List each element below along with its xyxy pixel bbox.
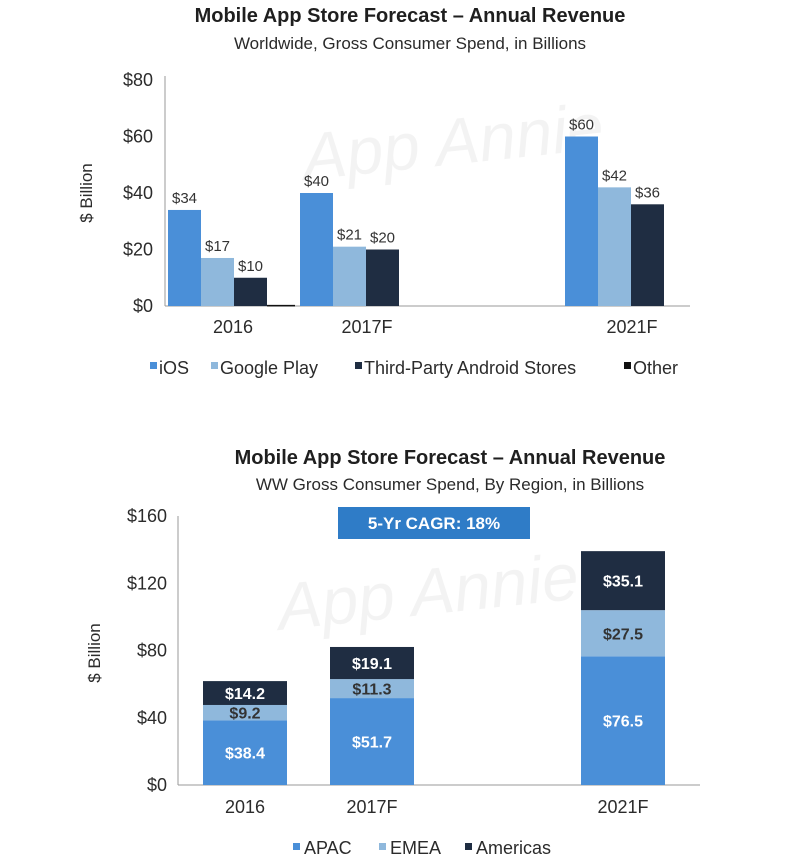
cagr-badge-text: 5-Yr CAGR: 18%	[368, 514, 500, 533]
chart-2-y-tick-label: $120	[127, 573, 167, 593]
bar-other-2016	[267, 304, 295, 307]
bar-third-party-android-stores-2017f	[366, 249, 399, 306]
chart-1-y-tick-label: $40	[123, 183, 153, 203]
chart-2-x-tick-label: 2021F	[597, 797, 648, 817]
chart-2-y-tick-label: $0	[147, 775, 167, 795]
chart-1: Mobile App Store Forecast – Annual Reven…	[77, 5, 690, 378]
chart-2-x-ticks: 2016 2017F 2021F	[225, 797, 649, 817]
chart-1-x-tick-label: 2021F	[606, 317, 657, 337]
chart-1-x-tick-label: 2016	[213, 317, 253, 337]
bar-google-play-2021f	[598, 187, 631, 306]
chart-1-x-tick-label: 2017F	[341, 317, 392, 337]
bar-apac-2016	[203, 720, 287, 785]
legend-item-ios: iOS	[150, 358, 189, 378]
data-label-apac-2016: $38.4	[225, 746, 265, 763]
legend-item-americas: Americas	[465, 838, 551, 858]
data-label-ios-2021f: $60	[569, 117, 594, 134]
chart-1-y-ticks: $0 $20 $40 $60 $80	[123, 70, 153, 316]
legend-swatch	[465, 843, 472, 850]
data-label-google-play-2017f: $21	[337, 227, 362, 244]
legend-label: Google Play	[220, 358, 318, 378]
bar-americas-2016	[203, 681, 287, 705]
chart-1-x-ticks: 2016 2017F 2021F	[213, 317, 658, 337]
chart-1-y-tick-label: $60	[123, 127, 153, 147]
bar-ios-2016	[168, 209, 201, 306]
legend-swatch	[150, 362, 157, 369]
chart-2-y-ticks: $0 $40 $80 $120 $160	[127, 506, 167, 795]
chart-2-subtitle: WW Gross Consumer Spend, By Region, in B…	[256, 475, 644, 494]
bar-ios-2021f	[565, 136, 598, 306]
bar-americas-2021f	[581, 551, 665, 611]
legend-label: Third-Party Android Stores	[364, 358, 576, 378]
bar-ios-2017f	[300, 193, 333, 306]
legend-label: Americas	[476, 838, 551, 858]
legend-swatch	[293, 843, 300, 850]
legend-swatch	[355, 362, 362, 369]
legend-item-apac: APAC	[293, 838, 352, 858]
legend-label: Other	[633, 358, 678, 378]
chart-2-x-tick-label: 2016	[225, 797, 265, 817]
chart-1-subtitle: Worldwide, Gross Consumer Spend, in Bill…	[234, 34, 586, 53]
legend-item-emea: EMEA	[379, 838, 441, 858]
bar-emea-2016	[203, 704, 287, 721]
bar-google-play-2016	[201, 257, 234, 306]
bar-emea-2021f	[581, 610, 665, 657]
data-label-third-party-android-stores-2016: $10	[238, 258, 263, 275]
chart-2-title: Mobile App Store Forecast – Annual Reven…	[235, 447, 666, 469]
legend-item-other: Other	[624, 358, 678, 378]
bar-americas-2017f	[330, 646, 414, 680]
legend-label: EMEA	[390, 838, 441, 858]
chart-2-y-tick-label: $80	[137, 641, 167, 661]
chart-1-y-axis-label: $ Billion	[77, 163, 96, 223]
chart-2-y-tick-label: $160	[127, 506, 167, 526]
chart-1-bars	[168, 136, 664, 307]
chart-2-y-tick-label: $40	[137, 708, 167, 728]
legend-swatch	[211, 362, 218, 369]
data-label-americas-2016: $14.2	[225, 686, 265, 703]
data-label-americas-2021f: $35.1	[603, 574, 643, 591]
bar-third-party-android-stores-2016	[234, 277, 267, 306]
data-label-ios-2017f: $40	[304, 173, 329, 190]
chart-1-y-tick-label: $0	[133, 296, 153, 316]
legend-label: iOS	[159, 358, 189, 378]
chart-1-watermark: App Annie	[295, 89, 607, 195]
legend-swatch	[624, 362, 631, 369]
chart-2-watermark: App Annie	[270, 539, 582, 645]
chart-2-bars	[203, 551, 665, 785]
chart-2-data-labels: $38.4 $9.2 $14.2 $51.7 $11.3 $19.1 $76.5 $27.5 $…	[225, 574, 643, 763]
data-label-emea-2016: $9.2	[229, 706, 260, 723]
data-label-third-party-android-stores-2021f: $36	[635, 184, 660, 201]
data-label-americas-2017f: $19.1	[352, 656, 392, 673]
cagr-badge-background	[338, 507, 530, 539]
bar-google-play-2017f	[333, 246, 366, 306]
chart-1-y-tick-label: $80	[123, 70, 153, 90]
data-label-third-party-android-stores-2017f: $20	[370, 230, 395, 247]
bar-third-party-android-stores-2021f	[631, 204, 664, 306]
data-label-ios-2016: $34	[172, 190, 197, 207]
chart-1-legend: iOS Google Play Third-Party Android Stores…	[150, 358, 678, 378]
chart-2: Mobile App Store Forecast – Annual Reven…	[85, 447, 700, 858]
chart-1-title: Mobile App Store Forecast – Annual Reven…	[195, 5, 626, 27]
chart-2-x-tick-label: 2017F	[346, 797, 397, 817]
legend-item-google-play: Google Play	[211, 358, 318, 378]
bar-apac-2021f	[581, 656, 665, 785]
bar-emea-2017f	[330, 679, 414, 699]
legend-item-third-party-android-stores: Third-Party Android Stores	[355, 358, 576, 378]
chart-1-data-labels: $34 $17 $10 $40 $21 $20 $60 $42 $36	[172, 117, 660, 275]
data-label-google-play-2021f: $42	[602, 167, 627, 184]
data-label-apac-2017f: $51.7	[352, 735, 392, 752]
bar-apac-2017f	[330, 698, 414, 785]
chart-2-legend: APAC EMEA Americas	[293, 838, 551, 858]
data-label-apac-2021f: $76.5	[603, 714, 643, 731]
chart-1-y-tick-label: $20	[123, 240, 153, 260]
legend-label: APAC	[304, 838, 352, 858]
legend-swatch	[379, 843, 386, 850]
data-label-emea-2017f: $11.3	[352, 682, 391, 699]
chart-2-y-axis-label: $ Billion	[85, 623, 104, 683]
data-label-google-play-2016: $17	[205, 238, 230, 255]
data-label-emea-2021f: $27.5	[603, 626, 643, 643]
cagr-badge: 5-Yr CAGR: 18%	[338, 507, 530, 539]
